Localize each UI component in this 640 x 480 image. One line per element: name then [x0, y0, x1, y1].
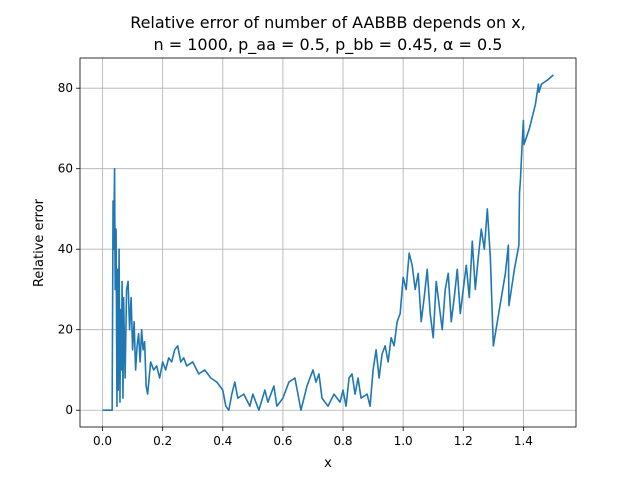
- x-tick-label: 0.2: [153, 434, 172, 448]
- chart-title: Relative error of number of AABBB depend…: [130, 13, 526, 32]
- y-tick-label: 40: [58, 242, 73, 256]
- x-tick-label: 1.4: [514, 434, 533, 448]
- y-tick-label: 0: [65, 403, 73, 417]
- x-tick-label: 0.8: [333, 434, 352, 448]
- y-tick-label: 20: [58, 323, 73, 337]
- y-axis-label: Relative error: [32, 198, 47, 287]
- data-line: [102, 74, 554, 412]
- chart-subtitle: n = 1000, p_aa = 0.5, p_bb = 0.45, α = 0…: [154, 35, 503, 55]
- x-tick-label: 1.2: [454, 434, 473, 448]
- y-tick-label: 80: [58, 81, 73, 95]
- x-tick-label: 0.4: [213, 434, 232, 448]
- x-tick-label: 0.0: [93, 434, 112, 448]
- x-tick-label: 0.6: [273, 434, 292, 448]
- x-axis-label: x: [324, 456, 332, 471]
- plot-frame: [79, 57, 577, 428]
- y-tick-label: 60: [58, 162, 73, 176]
- x-tick-label: 1.0: [394, 434, 413, 448]
